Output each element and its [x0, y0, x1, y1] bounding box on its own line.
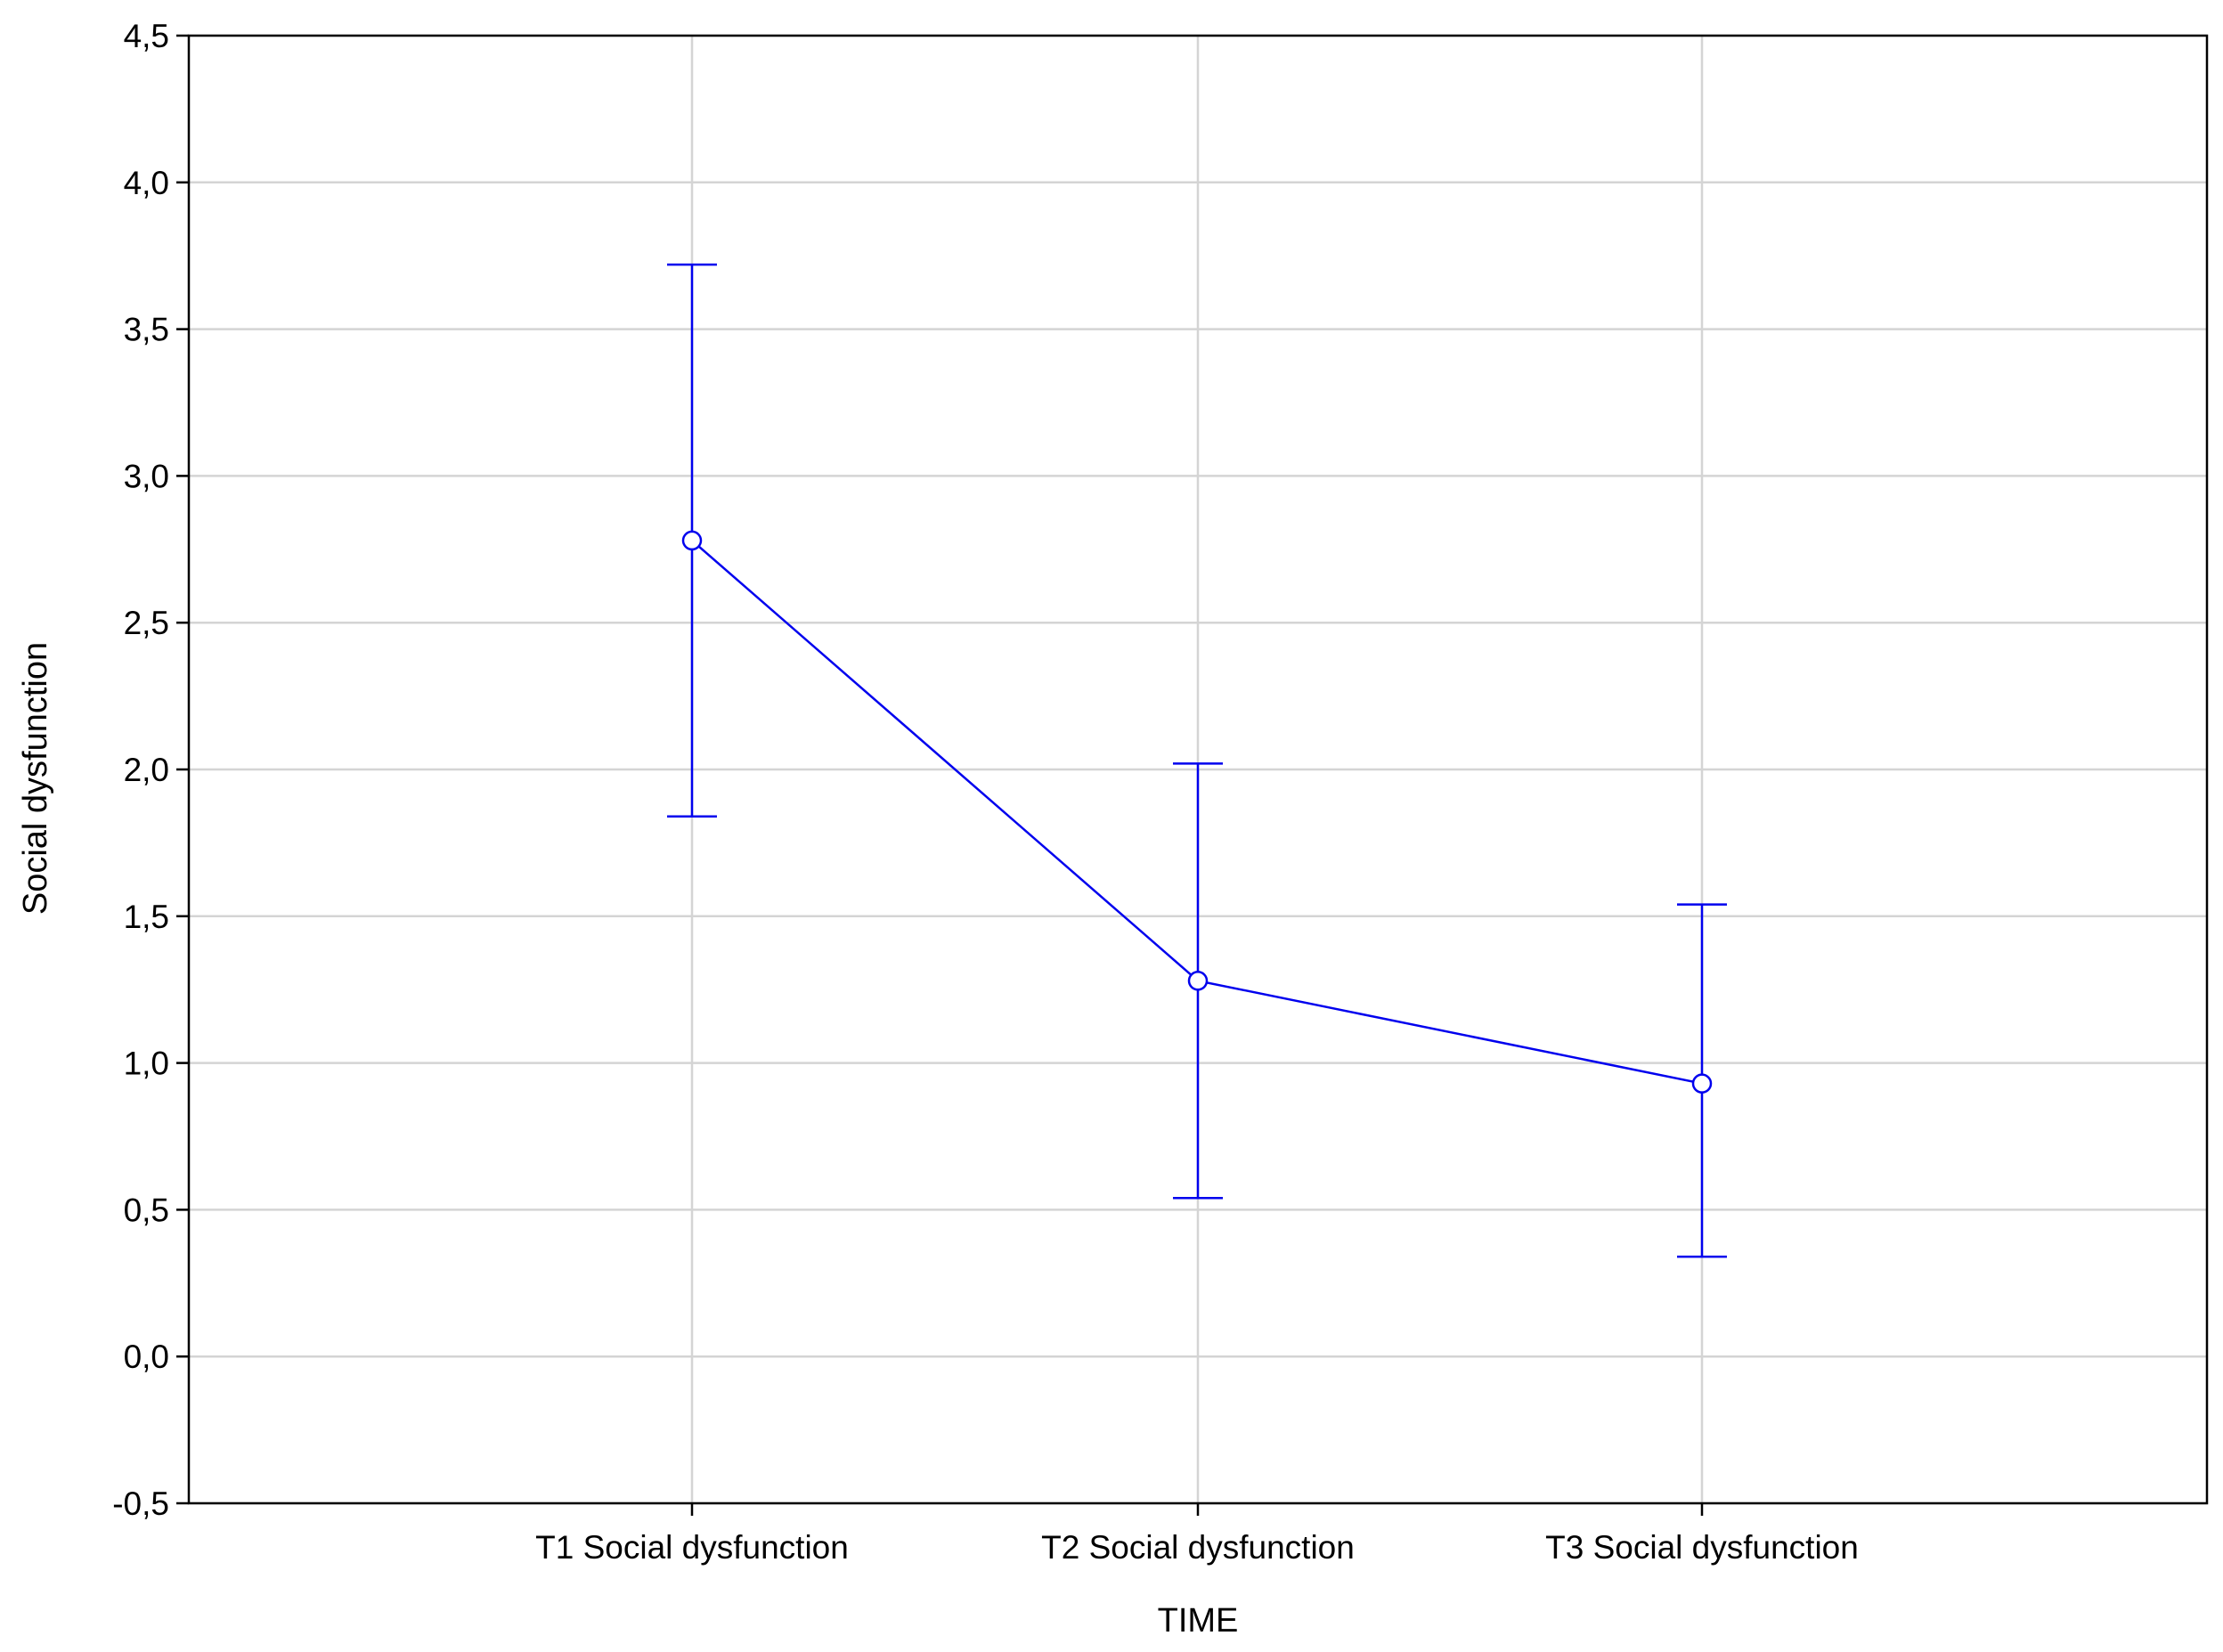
- y-tick-label: 0,5: [124, 1192, 169, 1228]
- y-tick-label: 1,5: [124, 899, 169, 935]
- y-axis-ticks: -0,5 0,0 0,5 1,0 1,5 2,0 2,5 3,0 3,5 4,0 4,5: [112, 18, 189, 1522]
- y-tick-label: 3,5: [124, 312, 169, 348]
- y-tick-label: 2,5: [124, 605, 169, 641]
- y-tick-label: 1,0: [124, 1046, 169, 1082]
- x-axis-ticks: T1 Social dysfunction T2 Social dysfuncti…: [535, 1503, 1859, 1566]
- y-tick-label: -0,5: [112, 1485, 169, 1522]
- x-tick-label: T2 Social dysfunction: [1041, 1529, 1355, 1566]
- x-tick-label: T3 Social dysfunction: [1545, 1529, 1859, 1566]
- data-point-marker: [1187, 971, 1209, 991]
- x-axis-title: TIME: [1158, 1602, 1239, 1640]
- y-tick-label: 4,5: [124, 18, 169, 54]
- y-tick-label: 3,0: [124, 458, 169, 494]
- data-point-marker: [1691, 1073, 1713, 1094]
- y-tick-label: 0,0: [124, 1339, 169, 1375]
- data-point-marker: [681, 530, 703, 551]
- y-axis-title: Social dysfunction: [17, 642, 54, 915]
- data-points: [681, 530, 1713, 1094]
- x-tick-label: T1 Social dysfunction: [535, 1529, 849, 1566]
- y-tick-label: 2,0: [124, 752, 169, 788]
- y-tick-label: 4,0: [124, 165, 169, 201]
